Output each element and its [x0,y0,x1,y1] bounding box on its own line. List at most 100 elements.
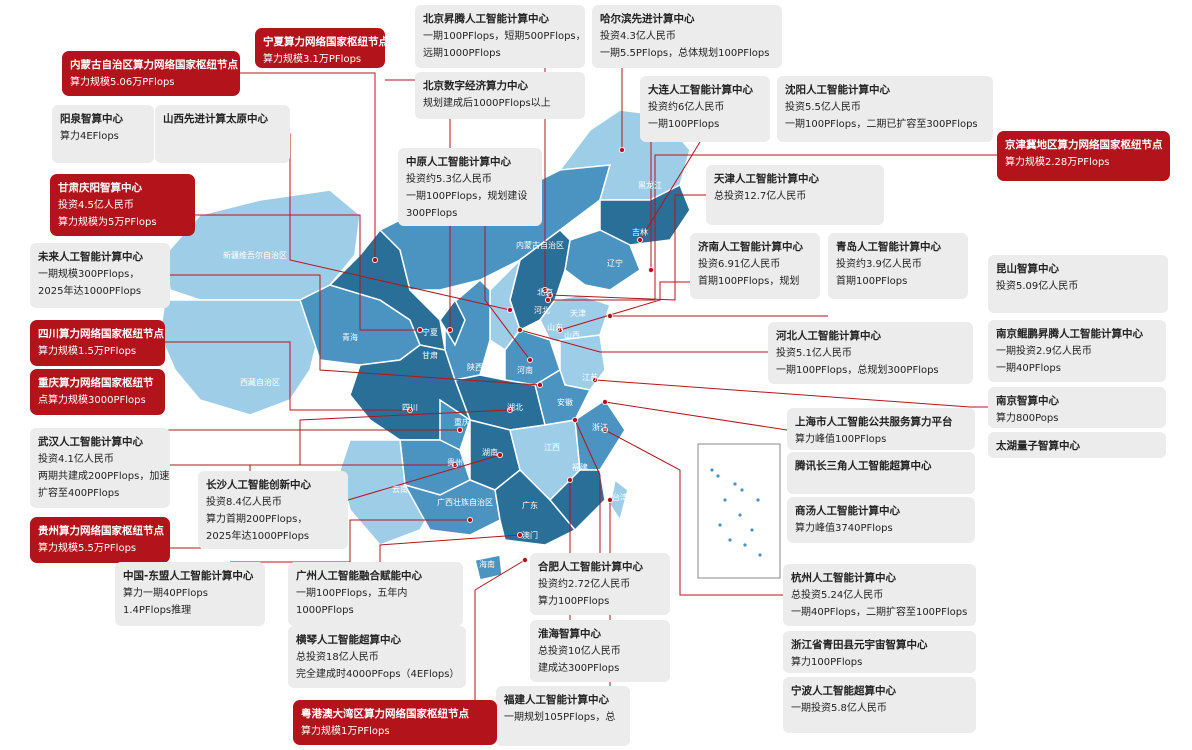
card-qingdao: 青岛人工智能计算中心 投资约3.9亿人民币 首期100PFlops [828,233,968,299]
card-line: 投资约5.3亿人民币 [406,174,492,185]
leader-line-wuhan [170,409,511,466]
card-huaihai: 淮海智算中心 总投资10亿人民币 建成达300PFlops [530,620,670,682]
region-hainan [474,554,503,581]
map-label: 重庆 [454,417,470,427]
leader-line-gansu-hub [195,214,420,331]
card-title: 杭州人工智能计算中心 [791,572,896,584]
card-line: 投资4.3亿人民币 [600,31,676,42]
card-line: 投资约2.72亿人民币 [538,579,631,590]
card-shanxi-taiyuan: 山西先进计算太原中心 [155,105,290,163]
location-marker [406,406,413,413]
card-hebei: 河北人工智能计算中心 投资5.1亿人民币 一期100PFlops，总规划300PFl… [768,322,973,384]
location-marker [506,406,513,413]
card-line: 算力规模1万PFlops [301,726,390,737]
card-line: 1.4PFlops推理 [123,605,192,616]
card-title: 上海市人工智能公共服务算力平台 [795,416,953,428]
location-marker [592,376,599,383]
location-marker [542,286,549,293]
location-marker [572,416,579,423]
card-line: 远期1000PFlops [423,48,501,59]
map-label: 江西 [544,443,560,452]
location-marker [637,236,644,243]
card-nanjing-kunpeng: 南京鲲鹏昇腾人工智能计算中心 一期投资2.9亿人民币 一期40PFlops [988,320,1166,382]
leader-line-weilai [170,274,541,386]
card-title: 四川算力网络国家枢纽节点 [38,328,164,340]
card-kunshan: 昆山智算中心 投资5.09亿人民币 [988,255,1168,313]
card-fujian: 福建人工智能计算中心 一期规划105PFlops，总 [496,686,630,746]
island-dot [710,468,714,472]
map-label: 广东 [522,500,538,510]
card-line: 一期100PFlops，规划建设 [406,191,528,202]
card-line: 建成达300PFlops [538,663,620,674]
card-line: 算力规模5.5万PFlops [38,543,137,554]
leader-line-hebei [519,329,768,353]
card-gansu-hub: 甘肃庆阳智算中心 投资4.5亿人民币 算力规模为5万PFlops [50,174,195,236]
card-line: 投资4.5亿人民币 [58,200,134,211]
card-line: 投资约6亿人民币 [648,102,725,113]
card-hengqin: 横琴人工智能超算中心 总投资18亿人民币 完全建成时4000PFops（4EFlop… [288,626,466,688]
card-zhongguo-dongmeng: 中国-东盟人工智能计算中心 算力一期40PFlops 1.4PFlops推理 [115,562,265,626]
island-dot [733,482,737,486]
island-dot [728,538,732,542]
card-line: 一期100PFlops，二期已扩容至300PFlops [785,119,978,130]
card-line: 总投资12.7亿人民币 [714,191,807,202]
card-title: 南京智算中心 [996,395,1059,407]
leader-line-sichuan-hub [165,341,410,411]
location-marker [607,496,614,503]
card-line: 算力首期200PFlops， [206,514,308,525]
card-wuhan: 武汉人工智能计算中心 投资4.1亿人民币 两期共建成200PFlops，加速 扩容至4… [30,428,170,508]
card-title: 粤港澳大湾区算力网络国家枢纽节点 [301,708,469,720]
card-title: 太湖量子智算中心 [996,440,1080,452]
location-marker [537,381,544,388]
island-dot [718,523,722,527]
card-line: 一期规模300PFlops， [38,269,140,280]
card-changsha: 长沙人工智能创新中心 投资8.4亿人民币 算力首期200PFlops， 2025年达1… [198,471,348,549]
card-line: 算力峰值100PFlops [795,434,887,445]
card-title: 沈阳人工智能计算中心 [785,84,890,96]
card-title: 浙江省青田县元宇宙智算中心 [791,639,928,651]
map-label: 江苏 [582,372,598,382]
card-line: 首期100PFlops [836,276,908,287]
card-tianjin: 天津人工智能计算中心 总投资12.7亿人民币 [706,165,884,225]
card-sichuan-hub: 四川算力网络国家枢纽节点 算力规模1.5万PFlops [30,320,165,366]
card-line: 一期100PFlops，总规划300PFlops [776,365,939,376]
card-dalian: 大连人工智能计算中心 投资约6亿人民币 一期100PFlops [640,76,770,142]
card-line: 一期40PFlops，二期扩容至100PFlops [791,607,968,618]
card-nanjing-zhisuan: 南京智算中心 算力800Pops [988,387,1166,428]
card-line: 一期100PFlops [648,119,720,130]
card-title: 福建人工智能计算中心 [504,694,609,706]
card-tengxun: 腾讯长三角人工智能超算中心 [787,452,975,494]
card-line: 投资5.09亿人民币 [996,281,1079,292]
card-line: 算力一期40PFlops [123,588,208,599]
region-zhejiang [574,398,626,471]
card-shanghai: 上海市人工智能公共服务算力平台 算力峰值100PFlops [787,408,975,450]
location-marker [517,532,524,539]
island-dot [758,553,762,557]
card-ningxia-hub: 宁夏算力网络国家枢纽节点 算力规模3.1万PFlops [255,28,385,68]
map-label: 云南 [392,484,408,494]
location-marker [567,476,574,483]
region-xizang [159,299,321,416]
card-title: 内蒙古自治区算力网络国家枢纽节点 [70,59,238,71]
map-label: 湖北 [507,403,523,412]
card-hangzhou: 杭州人工智能计算中心 总投资5.24亿人民币 一期40PFlops，二期扩容至100… [783,564,976,626]
leader-line-jingjinji-hub [548,154,997,301]
card-line: 一期投资2.9亿人民币 [996,346,1092,357]
map-label: 山东 [547,322,563,332]
map-label: 上海 [614,394,630,404]
map-label: 山西 [564,330,580,340]
location-marker [602,398,609,405]
card-line: 一期40PFlops [996,363,1061,374]
island-dot [723,498,727,502]
map-label: 安徽 [557,397,573,407]
map-label: 河北 [534,305,550,315]
leader-line-tianjin [549,194,706,301]
card-title: 甘肃庆阳智算中心 [58,182,142,194]
card-title: 腾讯长三角人工智能超算中心 [795,460,932,472]
map-label: 西藏自治区 [240,377,280,387]
card-title: 青岛人工智能计算中心 [836,241,941,253]
location-marker [456,426,463,433]
card-title: 淮海智算中心 [538,628,601,640]
card-title: 济南人工智能计算中心 [698,241,803,253]
